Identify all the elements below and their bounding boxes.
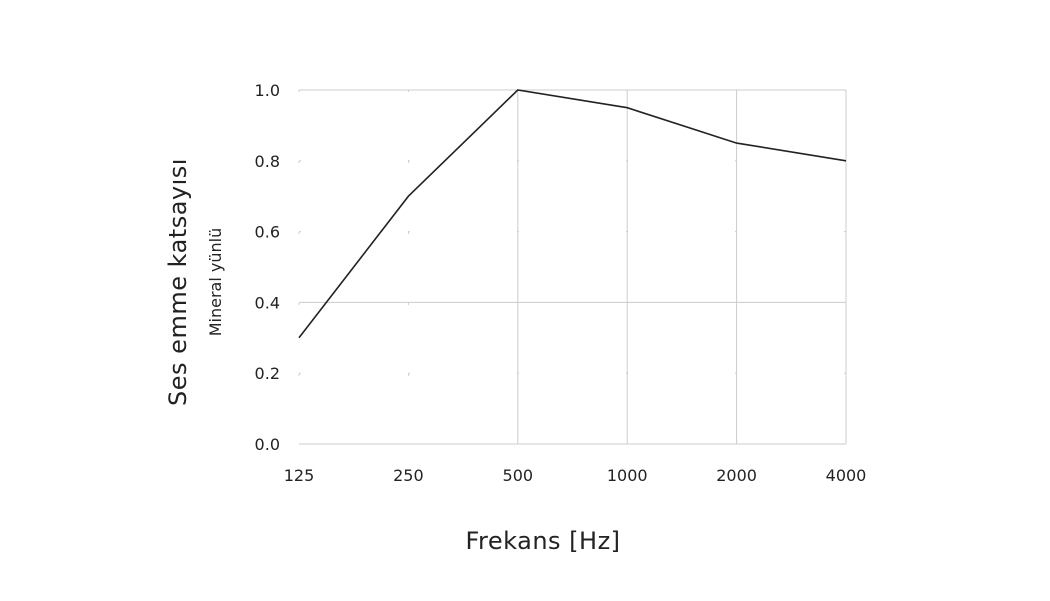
grid xyxy=(298,89,847,445)
y-tick-labels: 0.0 0.2 0.4 0.6 0.8 1.0 xyxy=(255,81,280,454)
y-tick-label: 0.8 xyxy=(255,152,280,171)
x-tick-label: 250 xyxy=(393,466,424,485)
y-tick-label: 0.2 xyxy=(255,364,280,383)
x-tick-label: 4000 xyxy=(826,466,867,485)
x-tick-label: 2000 xyxy=(716,466,757,485)
x-tick-label: 500 xyxy=(503,466,534,485)
y-tick-label: 0.6 xyxy=(255,223,280,242)
y-tick-label: 0.0 xyxy=(255,435,280,454)
x-tick-label: 125 xyxy=(284,466,315,485)
x-axis-title: Frekans [Hz] xyxy=(465,527,620,555)
series-label: Mineral yünlü xyxy=(206,228,225,336)
x-tick-label: 1000 xyxy=(607,466,648,485)
series-lines xyxy=(298,89,847,339)
y-tick-label: 1.0 xyxy=(255,81,280,100)
series-line-0 xyxy=(298,89,847,339)
y-tick-label: 0.4 xyxy=(255,293,280,312)
y-axis-title: Ses emme katsayısı xyxy=(164,158,192,406)
x-tick-labels: 125 250 500 1000 2000 4000 xyxy=(284,466,867,485)
